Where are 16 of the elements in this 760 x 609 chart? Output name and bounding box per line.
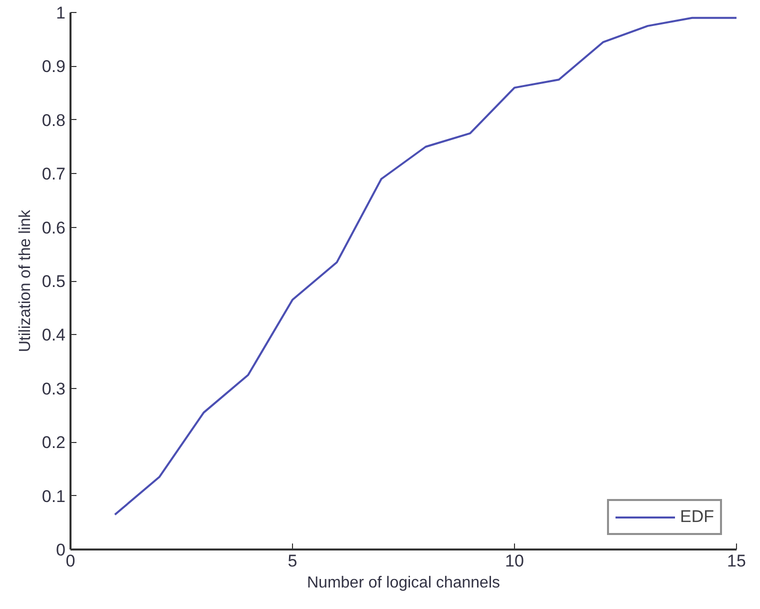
y-tick-label: 0.6 — [42, 218, 66, 238]
x-axis-title: Number of logical channels — [307, 574, 500, 592]
y-tick-label: 0.1 — [42, 486, 66, 506]
y-tick-label: 0.7 — [42, 164, 66, 184]
y-tick-label: 0.9 — [42, 57, 66, 76]
y-tick-label: 1 — [56, 4, 66, 22]
y-tick-label: 0.2 — [42, 433, 66, 452]
y-tick-label: 0.4 — [42, 326, 66, 345]
legend-label: EDF — [680, 507, 714, 527]
y-axis-title: Utilization of the link — [16, 208, 34, 352]
y-tick-label: 0.3 — [42, 379, 66, 398]
x-tick-label: 10 — [505, 552, 524, 570]
y-tick-label: 0.5 — [42, 272, 66, 291]
y-tick-label: 0.8 — [42, 110, 66, 130]
x-tick-label: 15 — [727, 552, 746, 570]
x-tick-label: 5 — [288, 552, 298, 570]
